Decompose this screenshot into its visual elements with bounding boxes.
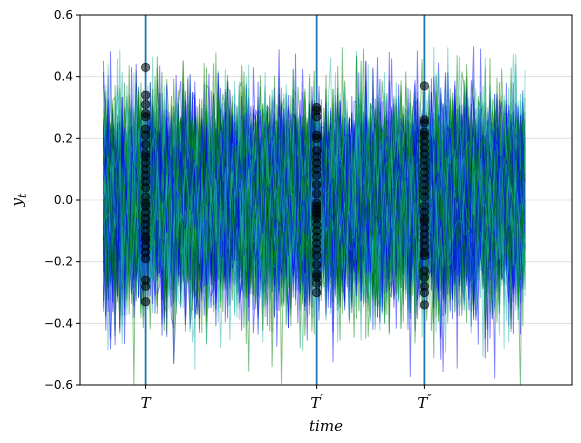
marker-point	[141, 90, 151, 100]
marker-point	[312, 287, 322, 298]
x-tick-label-main: T	[310, 394, 321, 412]
marker-point	[419, 118, 429, 128]
y-tick-label: −0.6	[44, 378, 73, 392]
marker-point	[419, 300, 429, 310]
marker-point	[312, 189, 322, 199]
y-axis-label-sub: t	[16, 193, 29, 198]
x-tick-label: T	[141, 394, 152, 412]
marker-point	[312, 112, 322, 122]
y-tick-label: 0.2	[54, 131, 73, 145]
marker-point	[141, 139, 151, 150]
marker-point	[141, 281, 151, 291]
marker-point	[141, 62, 151, 73]
x-axis-ticks: T T′ T″	[141, 385, 432, 412]
marker-point	[312, 170, 322, 180]
x-tick-label: T″	[417, 392, 432, 412]
marker-point	[141, 253, 151, 264]
y-tick-label: 0.4	[54, 70, 73, 84]
marker-point	[419, 81, 429, 91]
x-tick-label-main: T	[417, 394, 428, 412]
series-line	[102, 86, 526, 332]
marker-point	[312, 250, 322, 261]
marker-point	[312, 278, 322, 288]
x-axis-label: time	[309, 417, 343, 435]
y-tick-label: 0.6	[54, 8, 73, 22]
marker-point	[312, 179, 322, 190]
marker-point	[419, 250, 429, 261]
x-tick-label-prime: ′	[320, 392, 323, 405]
y-axis-label: yt	[8, 193, 29, 207]
marker-point	[419, 287, 429, 298]
x-tick-label: T′	[310, 392, 323, 412]
y-axis-label-main: y	[8, 197, 26, 207]
y-tick-label: 0.0	[54, 193, 73, 207]
marker-point	[141, 112, 151, 122]
marker-point	[141, 99, 151, 110]
marker-point	[419, 272, 429, 282]
marker-point	[312, 133, 322, 143]
marker-point	[312, 260, 322, 270]
y-tick-label: −0.4	[44, 316, 73, 330]
marker-point	[141, 183, 151, 193]
x-tick-label-main: T	[141, 394, 152, 412]
y-axis-ticks: −0.6 −0.4 −0.2 0.0 0.2 0.4 0.6	[44, 8, 80, 392]
x-tick-label-prime: ″	[427, 392, 432, 405]
y-tick-label: −0.2	[44, 255, 73, 269]
marker-points	[141, 62, 429, 310]
marker-point	[141, 297, 151, 307]
marker-point	[141, 130, 151, 140]
marker-point	[419, 192, 429, 202]
